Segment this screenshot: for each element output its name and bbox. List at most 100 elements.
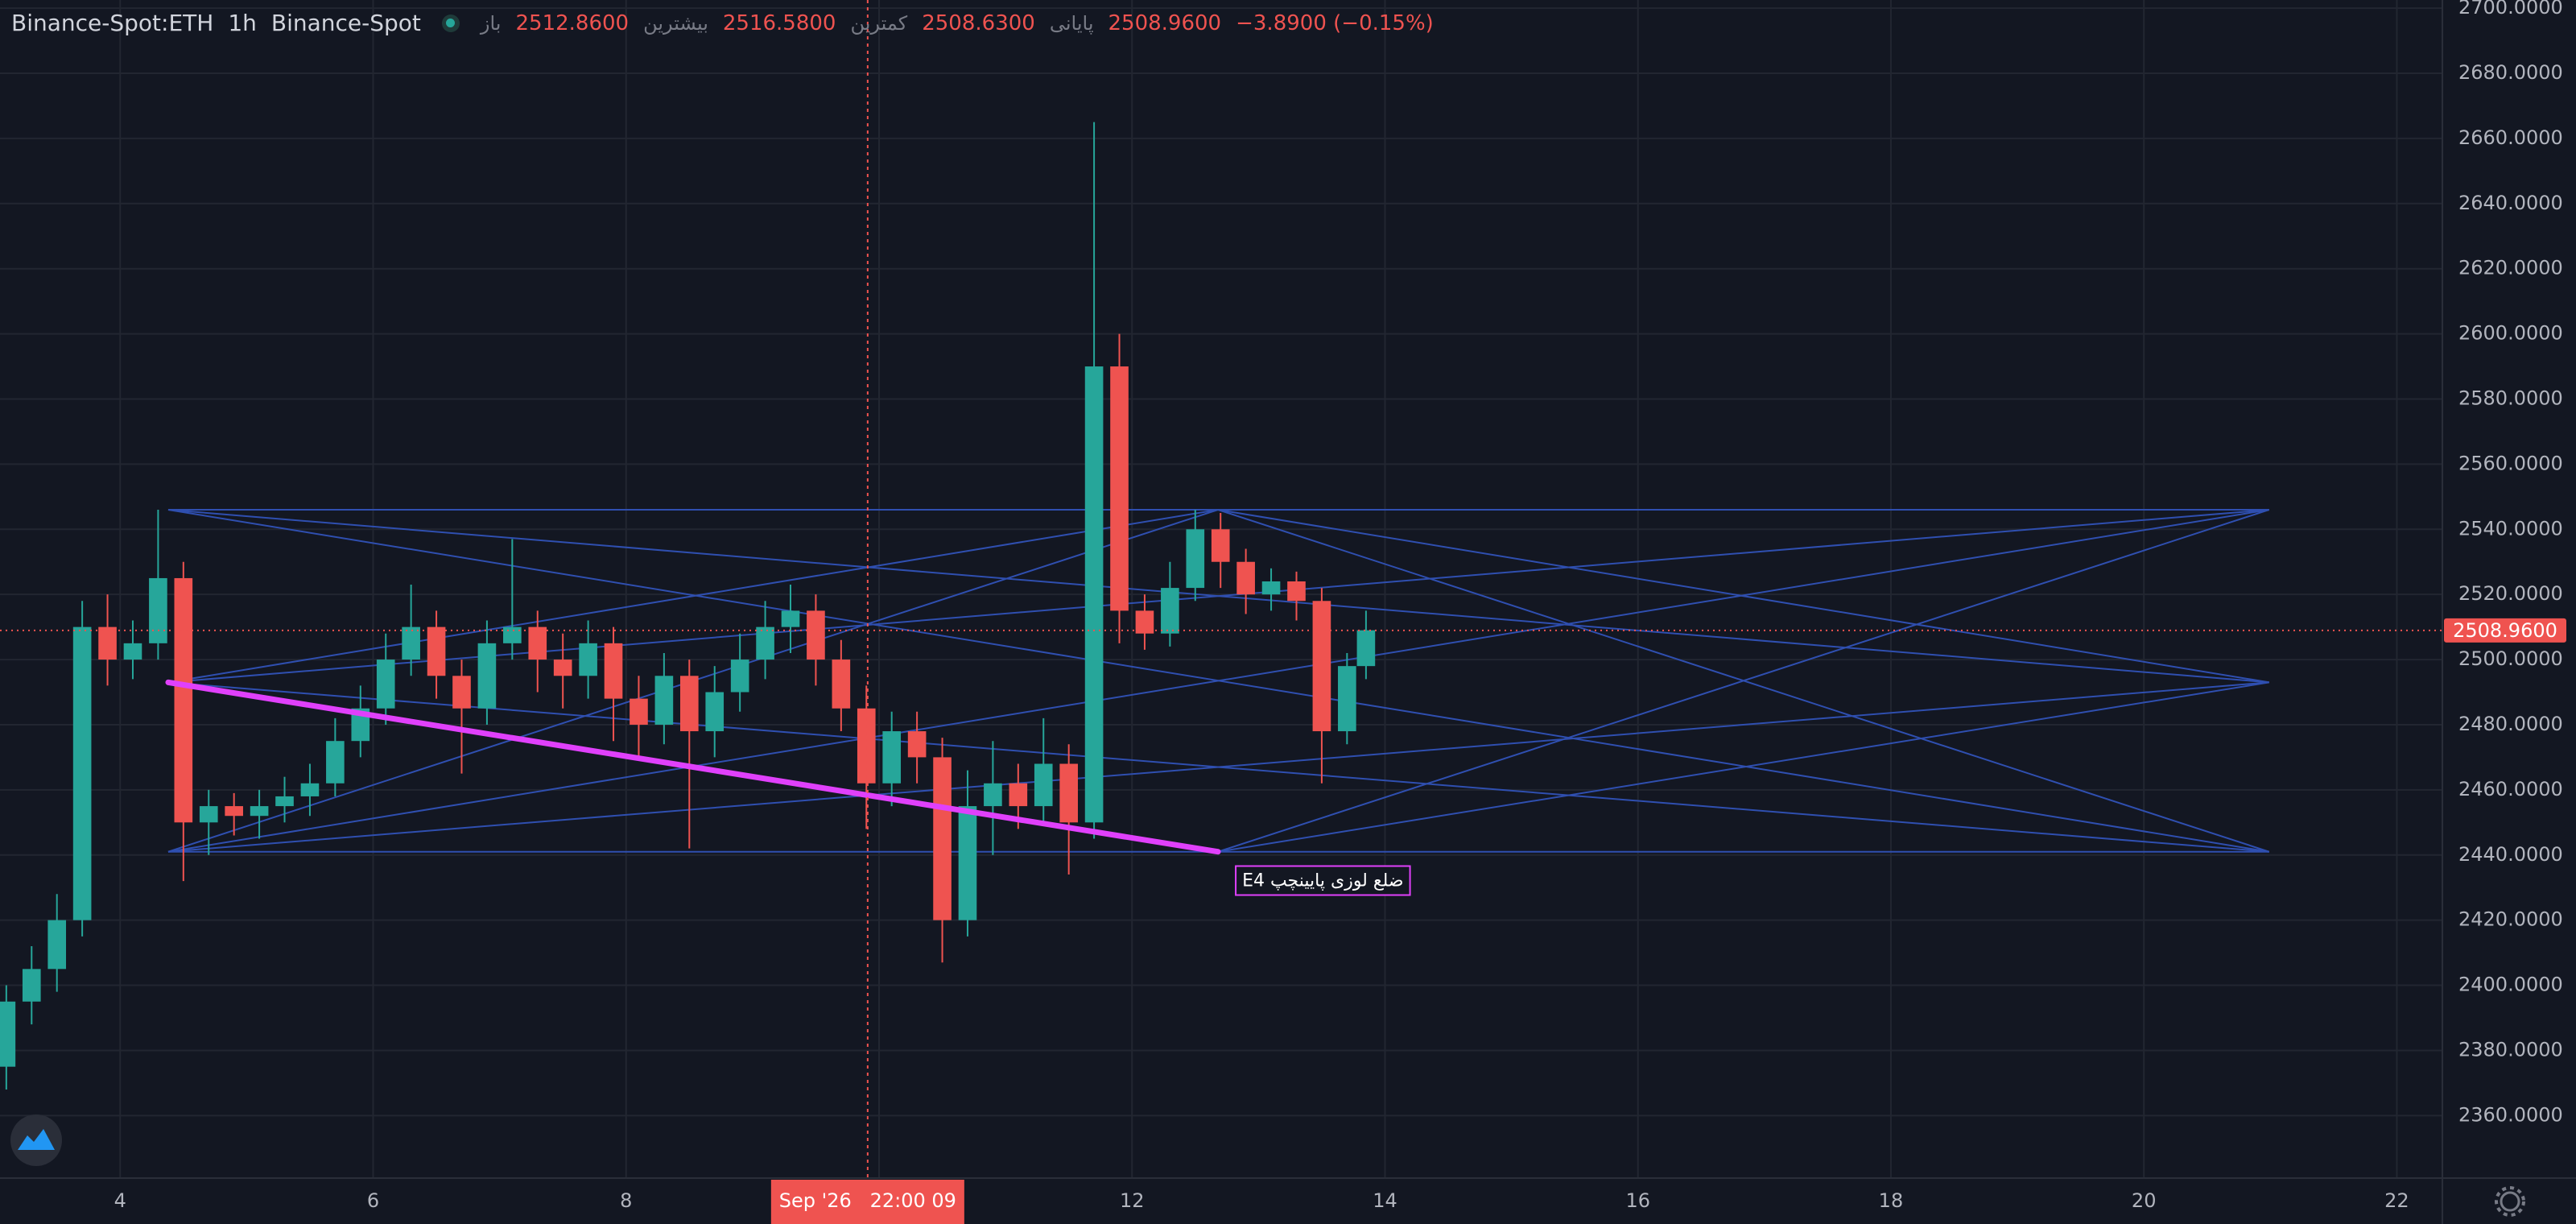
open-value: 2512.8600 — [515, 10, 630, 35]
candle-body — [427, 626, 446, 676]
y-tick-label: 2680.0000 — [2458, 61, 2563, 84]
candle-body — [857, 708, 876, 784]
candle-body — [47, 920, 67, 970]
y-tick-label: 2420.0000 — [2458, 908, 2563, 931]
trend-line — [165, 679, 1221, 855]
candle-body — [1009, 783, 1028, 807]
header: Binance-Spot:ETH 1h Binance-Spot باز 251… — [11, 10, 1434, 36]
fan-line — [167, 509, 2269, 853]
close-value: 2508.9600 — [1108, 10, 1222, 35]
fan-line — [1217, 681, 2269, 853]
candle-body — [72, 626, 92, 920]
candle-body — [679, 676, 699, 732]
annotation-box — [1235, 865, 1411, 896]
fan-line — [1217, 509, 2269, 684]
candle-body — [958, 806, 977, 920]
y-tick-label: 2560.0000 — [2458, 452, 2563, 474]
fan-line — [1217, 509, 2270, 853]
high-label: بیشترین — [643, 11, 708, 35]
settings-icon[interactable] — [2495, 1186, 2525, 1217]
candle-body — [376, 660, 395, 709]
y-tick-label: 2500.0000 — [2458, 647, 2563, 670]
low-value: 2508.6300 — [922, 10, 1035, 35]
settings[interactable] — [2495, 1186, 2525, 1217]
status-dot — [446, 19, 456, 27]
overlays: E4 ضلع لوزی پایینچپ — [0, 0, 2442, 1178]
candle-body — [199, 806, 218, 823]
logo-icon[interactable] — [18, 1129, 55, 1150]
grid — [0, 0, 2442, 1178]
candle-body — [654, 676, 674, 725]
candle-body — [1110, 366, 1129, 611]
candle-body — [452, 676, 471, 709]
interval[interactable]: 1h — [228, 10, 257, 36]
candle-body — [98, 626, 117, 660]
logo[interactable] — [10, 1114, 62, 1166]
candle-body — [275, 796, 294, 807]
y-tick-label: 2700.0000 — [2458, 0, 2563, 19]
candle-body — [579, 643, 597, 676]
y-tick-label: 2520.0000 — [2458, 582, 2563, 605]
candle-body — [882, 731, 902, 784]
y-tick-label: 2400.0000 — [2458, 974, 2563, 996]
last-price-box — [2444, 618, 2566, 643]
x-tick-label: 12 — [1120, 1189, 1145, 1212]
y-tick-label: 2580.0000 — [2458, 387, 2563, 409]
y-tick-label: 2360.0000 — [2458, 1103, 2563, 1126]
candle-body — [553, 660, 572, 676]
candles — [0, 122, 1376, 1090]
y-tick-label: 2640.0000 — [2458, 192, 2563, 214]
candle-body — [1059, 763, 1078, 823]
candle-body — [174, 577, 193, 823]
candle-body — [1211, 529, 1230, 562]
candle-body — [1135, 610, 1154, 634]
x-tick-label: 6 — [367, 1189, 379, 1212]
y-tick-label: 2480.0000 — [2458, 713, 2563, 735]
symbol[interactable]: Binance-Spot:ETH — [11, 10, 214, 36]
x-tick-label: 18 — [1879, 1189, 1904, 1212]
settings-icon[interactable] — [2500, 1191, 2520, 1212]
candle-body — [225, 806, 243, 817]
candle-body — [907, 731, 927, 758]
fan-line — [167, 509, 2269, 684]
candle-body — [1312, 601, 1331, 732]
candle-body — [402, 626, 420, 660]
candle-body — [1338, 666, 1356, 732]
close-label: پایانی — [1049, 11, 1094, 35]
x-tick-label: 20 — [2132, 1189, 2157, 1212]
candle-body — [326, 741, 345, 784]
candle-body — [705, 692, 724, 732]
candle-body — [1084, 366, 1104, 823]
candle-body — [756, 626, 774, 660]
high-value: 2516.5800 — [722, 10, 836, 35]
price-axis — [2442, 0, 2576, 1224]
crosshair-box — [770, 1180, 964, 1224]
candle-body — [832, 660, 851, 709]
y-tick-label: 2600.0000 — [2458, 322, 2563, 345]
candle-body — [984, 783, 1002, 807]
candle-body — [528, 626, 547, 660]
y-tick-label: 2660.0000 — [2458, 126, 2563, 149]
axes: 2360.0000 2380.0000 2400.0000 2420.0000 2440… — [114, 0, 2563, 1212]
y-tick-label: 2460.0000 — [2458, 778, 2563, 800]
last-price-label: 2508.9600 — [2453, 619, 2557, 642]
candle-body — [1161, 588, 1179, 634]
y-tick-label: 2620.0000 — [2458, 257, 2563, 279]
drawings — [167, 509, 2270, 853]
y-tick-label: 2380.0000 — [2458, 1038, 2563, 1061]
candle-body — [933, 757, 952, 920]
candle-body — [477, 643, 497, 709]
candle-body — [1287, 581, 1306, 602]
change: −3.8900 (−0.15%) — [1236, 10, 1434, 35]
candle-body — [1356, 630, 1376, 667]
candle-body — [250, 806, 269, 817]
candle-body — [1236, 561, 1255, 595]
status — [441, 14, 460, 32]
candle-body — [300, 783, 320, 796]
x-tick-label: 14 — [1373, 1189, 1397, 1212]
x-tick-label: 22 — [2384, 1189, 2409, 1212]
candle-body — [123, 643, 142, 660]
